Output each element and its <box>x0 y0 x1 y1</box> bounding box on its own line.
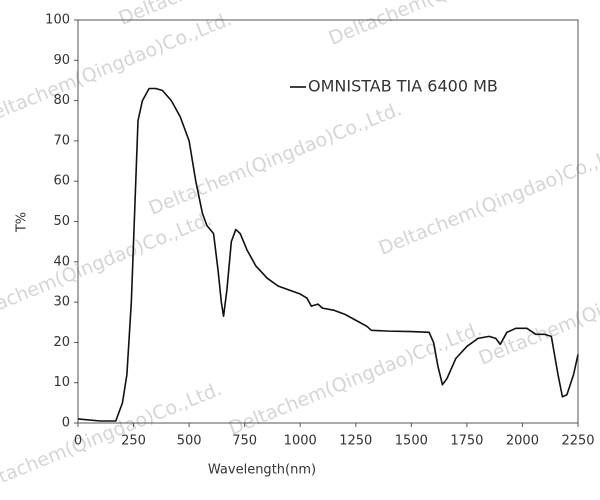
y-tick-label: 50 <box>53 214 70 229</box>
watermark: Deltachem(Qingdao)Co.,Ltd. <box>326 0 585 50</box>
x-axis-label: Wavelength(nm) <box>208 463 316 478</box>
x-tick-label: 0 <box>74 434 82 449</box>
x-tick-label: 500 <box>177 434 202 449</box>
y-axis-label: T% <box>15 212 30 233</box>
y-tick-label: 60 <box>53 174 70 189</box>
y-tick-label: 10 <box>53 375 70 390</box>
x-tick-label: 1750 <box>450 434 483 449</box>
x-tick-label: 750 <box>232 434 257 449</box>
y-tick-label: 30 <box>53 295 70 310</box>
y-tick-label: 0 <box>62 416 70 431</box>
y-tick-label: 20 <box>53 335 70 350</box>
watermark: Deltachem(Qingdao)Co.,Ltd. <box>0 8 235 130</box>
x-tick-label: 1000 <box>284 434 317 449</box>
watermark: Deltachem(Qingdao)Co.,Ltd. <box>476 248 600 370</box>
y-tick-label: 70 <box>53 133 70 148</box>
x-tick-label: 1500 <box>395 434 428 449</box>
x-tick-label: 2250 <box>561 434 594 449</box>
watermark: Deltachem(Qingdao)Co.,Ltd. <box>0 208 215 330</box>
watermark: Deltachem(Qingdao)Co.,Ltd. <box>146 98 405 220</box>
x-tick-label: 250 <box>121 434 146 449</box>
y-tick-label: 90 <box>53 53 70 68</box>
x-tick-label: 1250 <box>339 434 372 449</box>
legend-label: OMNISTAB TIA 6400 MB <box>308 77 498 96</box>
y-tick-label: 100 <box>45 13 70 28</box>
y-tick-label: 80 <box>53 93 70 108</box>
x-tick-label: 2000 <box>506 434 539 449</box>
watermark: Deltachem(Qingdao)Co.,Ltd. <box>376 138 600 260</box>
y-tick-label: 40 <box>53 254 70 269</box>
data-line <box>77 87 579 422</box>
